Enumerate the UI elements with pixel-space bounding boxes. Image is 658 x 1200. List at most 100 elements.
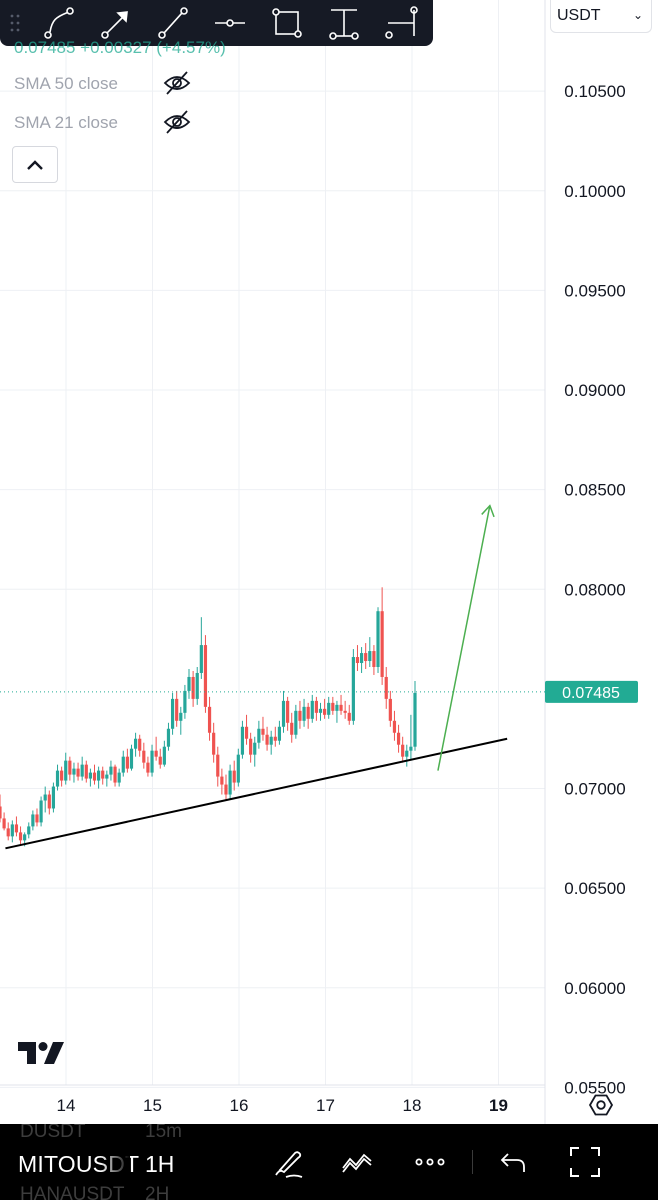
tradingview-logo-icon <box>18 1042 64 1064</box>
candle-body <box>195 672 199 699</box>
candle <box>60 766 64 787</box>
candle <box>175 690 179 727</box>
candle <box>364 643 368 669</box>
candle <box>372 645 376 675</box>
bottom-bar: DUSDT 15m HANAUSDT 2H MITOUSDT 1H <box>0 1124 658 1200</box>
trend-line-tool-icon[interactable] <box>144 0 201 46</box>
ghost-interval-above: 15m <box>145 1124 182 1142</box>
price-axis-tick: 0.09000 <box>564 381 625 400</box>
candle <box>253 736 257 767</box>
undo-icon[interactable] <box>495 1144 531 1180</box>
legend-price-line: 0.07485 +0.00327 (+4.57%) <box>14 38 226 57</box>
fullscreen-icon[interactable] <box>567 1144 603 1180</box>
candle-body <box>396 732 401 745</box>
candle-body <box>146 762 150 773</box>
ghost-symbol-below: HANAUSDT <box>20 1184 125 1200</box>
collapse-legend-button[interactable] <box>12 146 58 183</box>
candle <box>0 794 2 823</box>
candle-body <box>269 736 273 745</box>
candle-body <box>154 750 158 757</box>
candle-body <box>10 824 14 837</box>
candle <box>154 736 158 761</box>
candle <box>35 808 39 827</box>
time-axis-tick: 16 <box>230 1096 249 1115</box>
projection-arrow-line <box>437 505 491 771</box>
drawing-tools-icon[interactable] <box>340 1144 376 1180</box>
candle-body <box>88 772 92 779</box>
candle-body <box>384 676 388 699</box>
candle-body <box>216 754 220 777</box>
candle-body <box>55 770 60 787</box>
sma-21-legend[interactable]: SMA 21 close <box>14 113 118 132</box>
date-range-tool-icon[interactable] <box>372 0 429 46</box>
candle-body <box>31 814 35 827</box>
candle-body <box>240 726 245 755</box>
drag-handle-icon[interactable] <box>0 0 30 46</box>
more-options-icon[interactable] <box>412 1144 448 1180</box>
candle <box>327 696 331 719</box>
price-range-tool-icon[interactable] <box>315 0 372 46</box>
candle-body <box>347 712 351 721</box>
candle-body <box>314 700 318 713</box>
candle-body <box>142 750 146 763</box>
candle <box>401 736 405 763</box>
candle <box>195 667 199 705</box>
candle <box>2 812 6 831</box>
candle <box>244 714 249 745</box>
candle <box>97 766 101 789</box>
candle-body <box>64 760 68 781</box>
candle <box>212 722 216 763</box>
candle-body <box>150 750 154 773</box>
candle <box>76 762 80 781</box>
candle-body <box>68 760 72 775</box>
candle-body <box>273 736 277 741</box>
candle-body <box>138 738 142 751</box>
candle <box>298 700 302 729</box>
sma-50-legend[interactable]: SMA 50 close <box>14 74 118 93</box>
candle-body <box>224 784 228 795</box>
candle-body <box>47 794 51 809</box>
currency-selector[interactable]: USDT ⌄ <box>550 0 652 33</box>
chart-settings-icon[interactable] <box>588 1092 614 1118</box>
candle-body <box>331 702 335 711</box>
candle-body <box>249 738 253 755</box>
price-axis-tick: 0.09500 <box>564 281 625 300</box>
candle <box>294 704 298 739</box>
horizontal-ray-tool-icon[interactable] <box>201 0 258 46</box>
candle-body <box>355 657 360 664</box>
candle <box>162 740 166 767</box>
candle-body <box>306 706 310 719</box>
brush-tool-icon[interactable] <box>270 1144 306 1180</box>
time-axis-tick: 19 <box>489 1096 508 1115</box>
hidden-eye-icon[interactable] <box>162 109 192 135</box>
candle <box>257 720 261 749</box>
path-tool-icon[interactable] <box>30 0 87 46</box>
candle <box>281 690 286 733</box>
candle-body <box>179 712 183 721</box>
candle-body <box>253 742 257 755</box>
current-price-badge: 0.07485 <box>545 680 638 703</box>
candle-body <box>220 776 224 785</box>
candle-body <box>43 794 47 801</box>
currency-label: USDT <box>557 7 601 24</box>
candle <box>232 760 236 791</box>
candle-body <box>298 710 302 721</box>
candle-body <box>359 653 364 664</box>
candle <box>101 766 105 785</box>
candle <box>249 732 253 763</box>
candle <box>105 770 109 787</box>
interval-selector[interactable]: 1H <box>145 1151 175 1177</box>
candle <box>318 702 323 721</box>
arrow-tool-icon[interactable] <box>87 0 144 46</box>
candle-body <box>175 698 179 721</box>
candle-body <box>2 818 6 829</box>
candle <box>323 698 327 719</box>
candle <box>39 796 43 827</box>
rectangle-tool-icon[interactable] <box>258 0 315 46</box>
hidden-eye-icon[interactable] <box>162 70 192 96</box>
candle <box>133 732 138 757</box>
candle-body <box>125 756 129 769</box>
projection-arrow-head <box>481 504 495 518</box>
candle-body <box>203 645 208 707</box>
